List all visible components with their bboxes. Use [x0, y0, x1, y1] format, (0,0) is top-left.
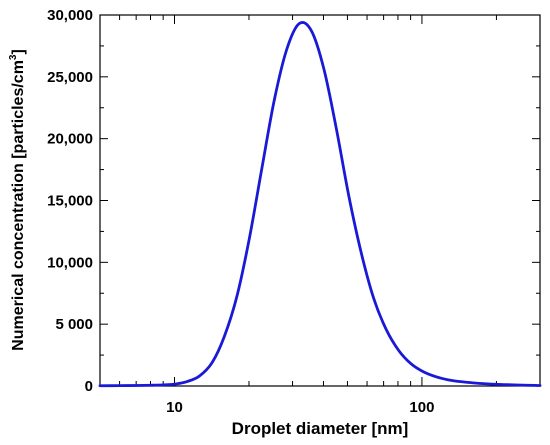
- x-axis-ticks: 10 100: [119, 15, 497, 416]
- x-axis-label: Droplet diameter [nm]: [232, 419, 409, 438]
- plot-frame: [99, 14, 541, 387]
- y-tick-label: 5 000: [55, 316, 93, 333]
- y-tick-label: 20,000: [47, 131, 93, 148]
- y-tick-label: 25,000: [47, 69, 93, 86]
- y-axis-label-main: Numerical concentration [particles/cm: [10, 60, 27, 351]
- x-tick-label: 10: [166, 399, 183, 416]
- y-tick-label: 15,000: [47, 193, 93, 210]
- y-axis-ticks: 0 5 000 10,000 15,000 20,000 25,000 30,000: [47, 7, 540, 395]
- y-axis-label-suffix: ]: [10, 49, 27, 54]
- y-tick-label: 30,000: [47, 7, 93, 24]
- y-axis-label-superscript: 3: [8, 54, 19, 60]
- y-tick-label: 10,000: [47, 254, 93, 271]
- series-line: [98, 21, 542, 388]
- y-tick-label: 0: [85, 378, 93, 395]
- x-tick-label: 100: [409, 399, 434, 416]
- y-axis-label: Numerical concentration [particles/cm3]: [8, 49, 27, 351]
